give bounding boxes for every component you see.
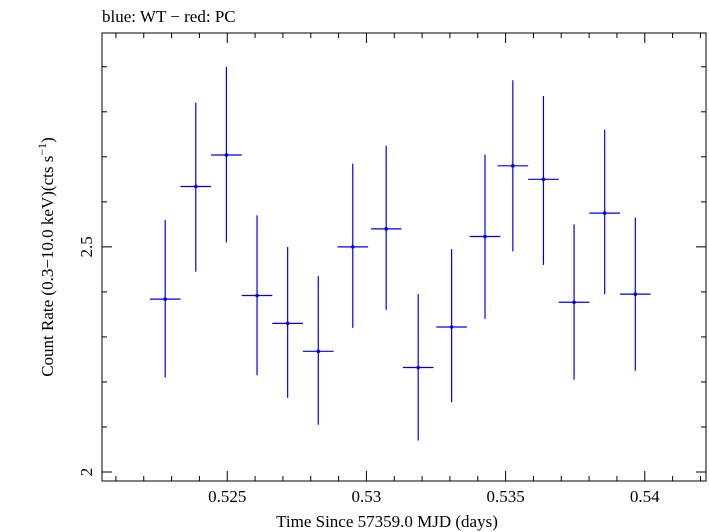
data-point: [370, 145, 402, 310]
data-point: [402, 294, 434, 441]
axis-ticks: [102, 33, 706, 481]
data-point: [180, 102, 212, 272]
point-marker: [316, 349, 321, 354]
plot-frame: [101, 32, 707, 482]
y-axis-label-main: Count Rate (0.3−10.0 keV)(cts s: [38, 156, 57, 377]
point-marker: [194, 184, 198, 189]
y-axis-label-exponent: −1: [35, 143, 49, 156]
point-marker: [541, 177, 546, 182]
data-point: [528, 96, 559, 265]
data-point: [272, 246, 303, 398]
x-tick-labels: 0.525 0.53 0.535 0.54: [208, 487, 660, 506]
data-point: [337, 163, 369, 328]
data-point: [619, 217, 651, 371]
data-point: [436, 249, 467, 403]
x-tick-label: 0.54: [630, 487, 660, 506]
x-tick-label: 0.535: [486, 487, 524, 506]
point-marker: [163, 297, 167, 301]
data-point: [302, 276, 334, 425]
point-marker: [633, 292, 638, 296]
point-marker: [511, 164, 515, 168]
x-axis-label: Time Since 57359.0 MJD (days): [276, 512, 498, 531]
data-point: [211, 66, 242, 243]
x-tick-label: 0.525: [208, 487, 246, 506]
point-marker: [602, 211, 607, 215]
point-marker: [285, 321, 290, 326]
data-point: [241, 215, 273, 376]
point-marker: [350, 245, 355, 249]
point-marker: [416, 365, 420, 370]
point-marker: [483, 234, 487, 239]
y-tick-label: 2.5: [77, 236, 96, 257]
data-point: [469, 154, 501, 319]
chart-title: blue: WT − red: PC: [102, 7, 236, 26]
point-marker: [449, 325, 454, 329]
y-tick-label: 2: [77, 468, 96, 477]
y-axis-label-close: ): [38, 137, 57, 143]
y-axis-label: Count Rate (0.3−10.0 keV)(cts s−1): [35, 137, 57, 377]
point-marker: [572, 300, 576, 305]
point-marker: [224, 153, 229, 157]
point-marker: [255, 293, 259, 298]
data-point: [558, 224, 590, 380]
data-point: [589, 129, 620, 295]
x-tick-label: 0.53: [352, 487, 382, 506]
point-marker: [384, 227, 388, 231]
data-point: [149, 219, 181, 378]
data-points: [149, 66, 651, 441]
data-point: [497, 80, 529, 252]
y-tick-labels: 22.5: [77, 236, 96, 476]
